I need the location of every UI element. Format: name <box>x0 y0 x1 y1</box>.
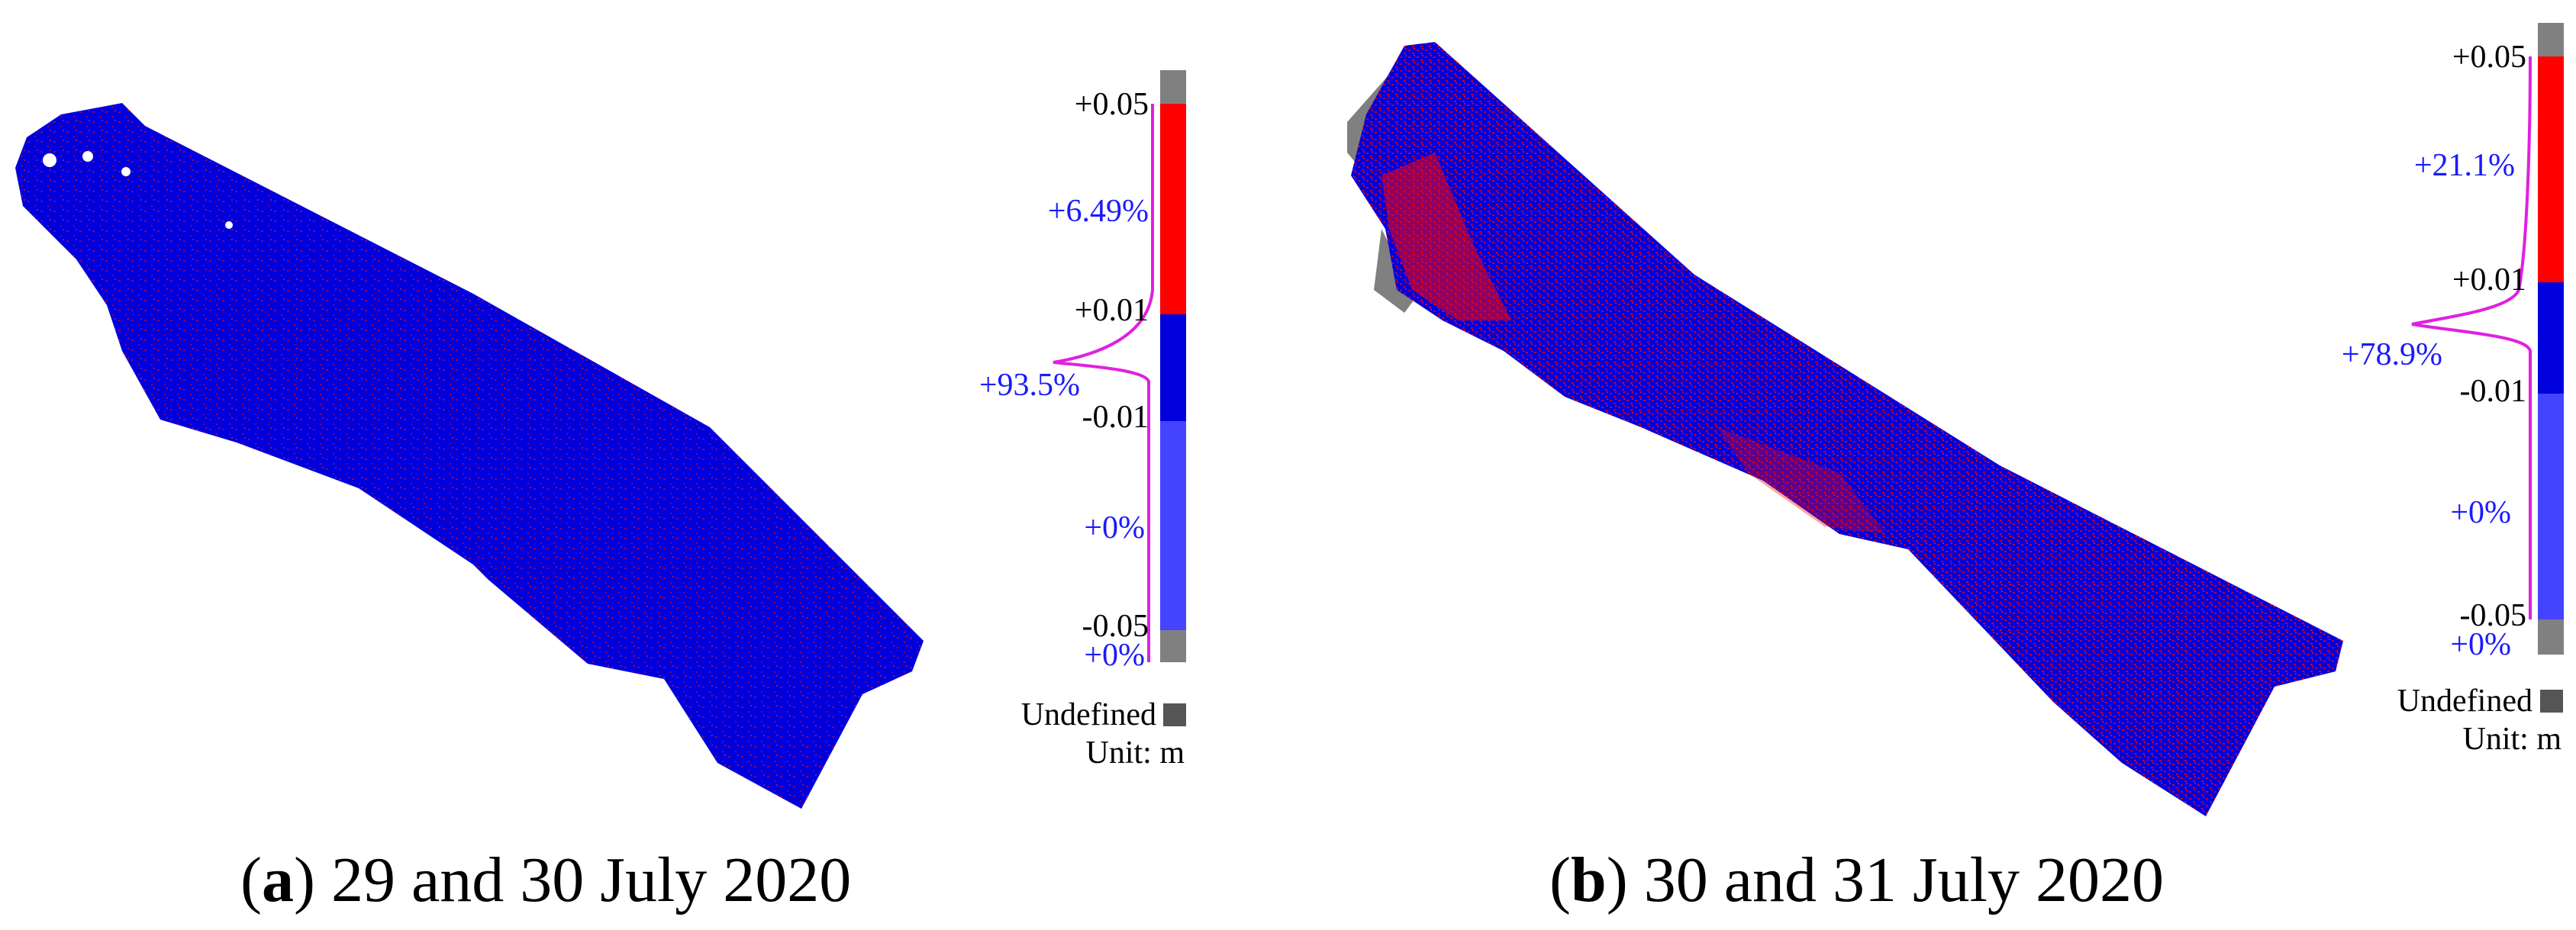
scale-undefined-bottom <box>1160 630 1186 662</box>
data-gap <box>225 221 233 229</box>
percent-label: +0% <box>1084 638 1145 673</box>
percent-label: +93.5% <box>979 368 1080 403</box>
percent-label: +21.1% <box>2414 148 2515 183</box>
percent-label: +0% <box>1084 510 1145 545</box>
scale-tick: +0.01 <box>2452 262 2526 298</box>
dense-change-zone <box>1381 153 1511 320</box>
percent-label: +78.9% <box>2342 337 2442 372</box>
undefined-swatch <box>1163 703 1186 726</box>
data-gap <box>121 167 131 176</box>
undefined-label: Undefined <box>2397 684 2532 719</box>
histogram-curve-b <box>2411 56 2532 619</box>
scale-tick: -0.05 <box>2460 598 2527 633</box>
scale-undefined-top <box>2538 23 2564 56</box>
histogram-curve-a <box>1053 104 1154 662</box>
percent-label: +0% <box>2450 627 2511 662</box>
caption-letter: b <box>1570 845 1607 916</box>
change-speckle-b <box>1351 42 2343 816</box>
caption-letter: a <box>261 845 294 916</box>
scale-negative <box>2538 394 2564 619</box>
caption-a: (a) 29 and 30 July 2020 <box>240 845 852 916</box>
panel-a-figure: +0.05 +0.01 -0.01 -0.05 +6.49% +93.5% +0… <box>15 70 1186 809</box>
point-cloud-b <box>1347 42 2343 816</box>
undefined-label: Undefined <box>1021 697 1156 732</box>
data-gap <box>43 153 56 167</box>
scale-tick: +0.05 <box>1075 87 1149 122</box>
scale-tick: -0.01 <box>2460 374 2527 409</box>
scale-negative <box>1160 421 1186 630</box>
panel-a: +0.05 +0.01 -0.01 -0.05 +6.49% +93.5% +0… <box>15 70 1186 916</box>
color-scale-a: +0.05 +0.01 -0.01 -0.05 +6.49% +93.5% +0… <box>979 70 1186 771</box>
point-cloud-a <box>15 103 924 809</box>
scale-near-zero <box>1160 314 1186 421</box>
scale-tick: +0.01 <box>1075 293 1149 328</box>
scale-positive <box>1160 104 1186 314</box>
change-speckle-a <box>15 103 924 809</box>
dense-change-zone <box>1717 427 1885 534</box>
color-scale-b: +0.05 +0.01 -0.01 -0.05 +21.1% +78.9% +0… <box>2342 23 2564 757</box>
scale-undefined-bottom <box>2538 619 2564 655</box>
unit-label: Unit: m <box>1085 735 1185 771</box>
scale-tick: +0.05 <box>2452 40 2526 75</box>
scale-positive <box>2538 56 2564 282</box>
caption-text: 29 and 30 July 2020 <box>330 845 852 916</box>
data-gap <box>82 151 93 162</box>
undefined-swatch <box>2540 690 2563 713</box>
scale-undefined-top <box>1160 70 1186 104</box>
scale-near-zero <box>2538 282 2564 394</box>
percent-label: +0% <box>2450 495 2511 530</box>
percent-label: +6.49% <box>1048 194 1149 229</box>
scale-tick: -0.05 <box>1082 609 1149 644</box>
caption-text: 30 and 31 July 2020 <box>1643 845 2164 916</box>
caption-b: (b) 30 and 31 July 2020 <box>1549 845 2164 916</box>
panel-b: +0.05 +0.01 -0.01 -0.05 +21.1% +78.9% +0… <box>1290 0 2576 930</box>
scale-tick: -0.01 <box>1082 400 1149 435</box>
unit-label: Unit: m <box>2462 722 2561 757</box>
panel-b-figure: +0.05 +0.01 -0.01 -0.05 +21.1% +78.9% +0… <box>1347 23 2564 816</box>
